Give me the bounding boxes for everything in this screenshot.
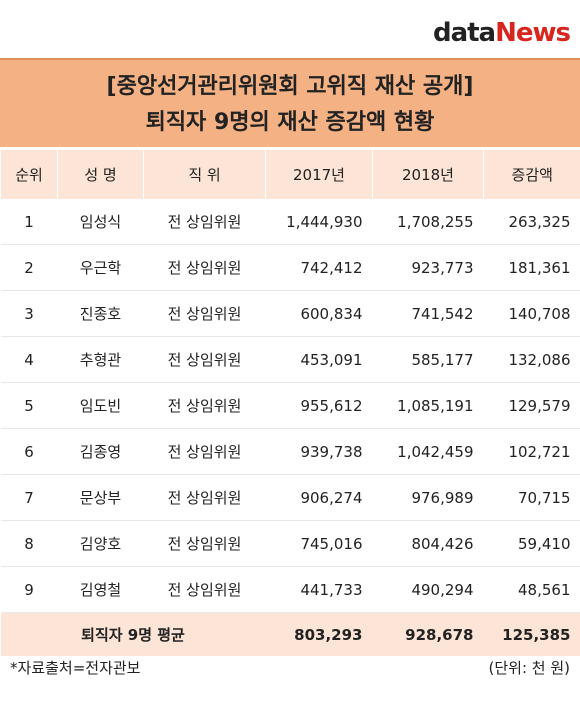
logo-suffix: News [495,18,571,48]
table-row: 4 추형관 전 상임위원 453,091 585,177 132,086 [0,336,580,383]
table-row: 7 문상부 전 상임위원 906,274 976,989 70,715 [0,474,580,521]
table-cell: 59,410 [483,520,580,567]
table-cell: 2 [0,244,58,291]
table-cell: 453,091 [265,336,373,383]
table-cell: 976,989 [372,474,484,521]
table-cell: 3 [0,290,58,337]
title-box: [중앙선거관리위원회 고위직 재산 공개] 퇴직자 9명의 재산 증감액 현황 [0,58,580,147]
footer-cell: 803,293 [265,612,373,656]
table-cell: 70,715 [483,474,580,521]
table-cell: 전 상임위원 [143,244,266,291]
unit-note: (단위: 천 원) [488,659,571,677]
table-cell: 6 [0,428,58,475]
table-cell: 8 [0,520,58,567]
table-cell: 129,579 [483,382,580,429]
footer-cell: 928,678 [372,612,484,656]
table-cell: 181,361 [483,244,580,291]
logo: dataNews [432,18,571,48]
table-cell: 9 [0,566,58,613]
table-cell: 742,412 [265,244,373,291]
table-cell: 441,733 [265,566,373,613]
table-cell: 전 상임위원 [143,382,266,429]
table-cell: 102,721 [483,428,580,475]
column-header: 증감액 [483,150,580,199]
table-cell: 263,325 [483,199,580,245]
title: [중앙선거관리위원회 고위직 재산 공개] [106,74,474,99]
table-cell: 5 [0,382,58,429]
table-cell: 906,274 [265,474,373,521]
table-row: 9 김영철 전 상임위원 441,733 490,294 48,561 [0,566,580,613]
table-cell: 1 [0,199,58,245]
table-row: 2 우근학 전 상임위원 742,412 923,773 181,361 [0,244,580,291]
table-cell: 7 [0,474,58,521]
table-cell: 585,177 [372,336,484,383]
table-cell: 추형관 [57,336,144,383]
table-cell: 전 상임위원 [143,474,266,521]
footer-label: 퇴직자 9명 평균 [0,612,266,656]
table-row: 6 김종영 전 상임위원 939,738 1,042,459 102,721 [0,428,580,475]
table-cell: 939,738 [265,428,373,475]
table-cell: 48,561 [483,566,580,613]
table-cell: 955,612 [265,382,373,429]
table-cell: 김종영 [57,428,144,475]
table-cell: 745,016 [265,520,373,567]
table-cell: 전 상임위원 [143,428,266,475]
table-cell: 임성식 [57,199,144,245]
table-cell: 1,444,930 [265,199,373,245]
column-header: 순위 [0,150,58,199]
table-cell: 1,042,459 [372,428,484,475]
table-cell: 전 상임위원 [143,520,266,567]
table-cell: 490,294 [372,566,484,613]
table-body: 1 임성식 전 상임위원 1,444,930 1,708,255 263,325 2 우근학 전… [0,199,580,656]
table-cell: 김영철 [57,566,144,613]
table-cell: 진종호 [57,290,144,337]
logo-prefix: data [432,18,496,48]
source-note: *자료출처=전자관보 [10,659,141,677]
table-cell: 132,086 [483,336,580,383]
column-header: 2018년 [372,150,484,199]
table-cell: 1,708,255 [372,199,484,245]
column-header: 2017년 [265,150,373,199]
column-header: 직 위 [143,150,266,199]
table-cell: 923,773 [372,244,484,291]
column-header: 성 명 [57,150,144,199]
table-cell: 4 [0,336,58,383]
table-cell: 전 상임위원 [143,566,266,613]
table-cell: 임도빈 [57,382,144,429]
table-cell: 600,834 [265,290,373,337]
table-cell: 전 상임위원 [143,290,266,337]
table-cell: 김양호 [57,520,144,567]
footer-cell: 125,385 [483,612,580,656]
table-row: 1 임성식 전 상임위원 1,444,930 1,708,255 263,325 [0,199,580,245]
table-row: 8 김양호 전 상임위원 745,016 804,426 59,410 [0,520,580,567]
table-cell: 문상부 [57,474,144,521]
table-cell: 전 상임위원 [143,336,266,383]
subtitle: 퇴직자 9명의 재산 증감액 현황 [145,110,435,135]
table-cell: 804,426 [372,520,484,567]
table-row: 3 진종호 전 상임위원 600,834 741,542 140,708 [0,290,580,337]
footer-row: 퇴직자 9명 평균 803,293 928,678 125,385 [0,612,580,656]
table-cell: 우근학 [57,244,144,291]
table-row: 5 임도빈 전 상임위원 955,612 1,085,191 129,579 [0,382,580,429]
table-cell: 140,708 [483,290,580,337]
table-cell: 전 상임위원 [143,199,266,245]
table-cell: 741,542 [372,290,484,337]
table-cell: 1,085,191 [372,382,484,429]
